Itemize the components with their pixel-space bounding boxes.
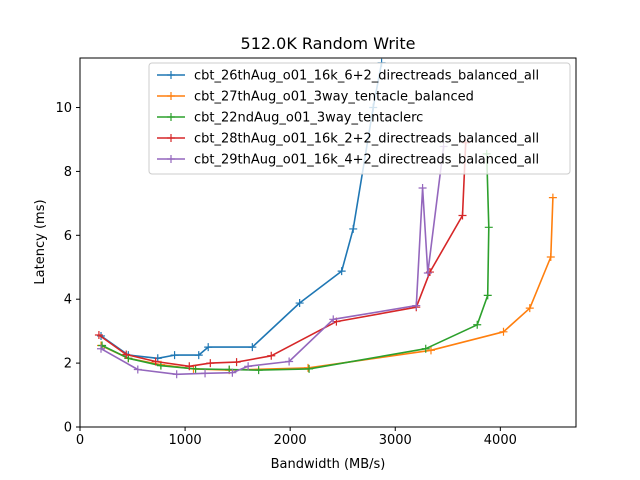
- legend-item: cbt_26thAug_o01_16k_6+2_directreads_bala…: [157, 69, 539, 84]
- data-point-marker: [329, 315, 338, 324]
- data-point-marker: [423, 269, 432, 278]
- data-point-marker: [295, 299, 304, 308]
- data-point-marker: [285, 357, 294, 366]
- data-point-marker: [185, 362, 194, 371]
- data-point-marker: [305, 364, 314, 373]
- x-tick-label: 4000: [484, 433, 517, 448]
- legend-swatch-marker: [167, 113, 175, 121]
- data-point-marker: [151, 357, 160, 366]
- data-point-marker: [94, 330, 103, 339]
- data-point-marker: [206, 359, 215, 368]
- x-tick-label: 2000: [274, 433, 307, 448]
- y-axis-label: Latency (ms): [33, 199, 48, 284]
- legend-box: [148, 62, 571, 175]
- data-point-marker: [97, 344, 106, 353]
- y-tick-label: 10: [55, 101, 72, 116]
- y-tick-label: 4: [64, 293, 72, 308]
- y-tick-label: 8: [64, 165, 72, 180]
- data-point-marker: [201, 369, 210, 378]
- y-tick-label: 6: [64, 229, 72, 244]
- y-tick-label: 0: [64, 421, 72, 436]
- data-point-marker: [412, 301, 421, 310]
- legend-label: cbt_22ndAug_o01_3way_tentaclerc: [194, 111, 423, 126]
- data-point-marker: [418, 184, 427, 193]
- data-point-marker: [267, 351, 276, 360]
- data-point-marker: [170, 351, 179, 360]
- legend-item: cbt_22ndAug_o01_3way_tentaclerc: [157, 111, 423, 126]
- legend-item: cbt_28thAug_o01_16k_2+2_directreads_bala…: [157, 132, 539, 147]
- series-line: [100, 146, 445, 376]
- data-point-marker: [244, 362, 253, 371]
- legend-swatch-marker: [167, 134, 175, 142]
- data-point-marker: [172, 370, 181, 379]
- data-point-marker: [191, 364, 200, 373]
- data-point-marker: [228, 368, 237, 377]
- series-line: [98, 142, 467, 368]
- axes: 0 1000 2000 3000 4000 0 2 4 6 8 10: [55, 101, 516, 448]
- series-5: [97, 142, 448, 379]
- data-point-marker: [337, 267, 346, 276]
- x-tick-label: 1000: [169, 433, 202, 448]
- legend: cbt_26thAug_o01_16k_6+2_directreads_bala…: [148, 62, 571, 175]
- plot-series: [94, 58, 557, 379]
- data-point-marker: [232, 358, 241, 367]
- legend-swatch-marker: [167, 92, 175, 100]
- data-point-marker: [483, 291, 492, 300]
- series-line: [100, 62, 383, 360]
- data-point-marker: [133, 365, 142, 374]
- legend-label: cbt_29thAug_o01_16k_4+2_directreads_bala…: [194, 153, 539, 168]
- data-point-marker: [473, 320, 482, 329]
- plot-frame: [79, 57, 577, 428]
- data-point-marker: [546, 253, 555, 262]
- legend-swatch-marker: [167, 71, 175, 79]
- x-tick-label: 0: [76, 433, 84, 448]
- data-point-marker: [194, 351, 203, 360]
- y-tick-label: 2: [64, 357, 72, 372]
- data-point-marker: [248, 343, 257, 352]
- data-point-marker: [548, 193, 557, 202]
- legend-swatch-marker: [167, 155, 175, 163]
- data-point-marker: [426, 346, 435, 355]
- data-point-marker: [204, 343, 213, 352]
- data-point-marker: [421, 344, 430, 353]
- chart-title: 512.0K Random Write: [241, 34, 416, 53]
- data-point-marker: [525, 304, 534, 313]
- x-tick-label: 3000: [379, 433, 412, 448]
- data-point-marker: [458, 211, 467, 220]
- data-point-marker: [254, 366, 263, 375]
- data-point-marker: [484, 223, 493, 232]
- data-point-marker: [499, 327, 508, 336]
- data-point-marker: [349, 224, 358, 233]
- legend-label: cbt_26thAug_o01_16k_6+2_directreads_bala…: [194, 69, 539, 84]
- series-4: [94, 138, 470, 371]
- legend-label: cbt_27thAug_o01_3way_tentacle_balanced: [194, 90, 474, 105]
- data-point-marker: [122, 350, 131, 359]
- legend-item: cbt_29thAug_o01_16k_4+2_directreads_bala…: [157, 153, 539, 168]
- legend-item: cbt_27thAug_o01_3way_tentacle_balanced: [157, 90, 474, 105]
- x-axis-label: Bandwidth (MB/s): [271, 457, 386, 472]
- legend-label: cbt_28thAug_o01_16k_2+2_directreads_bala…: [194, 132, 539, 147]
